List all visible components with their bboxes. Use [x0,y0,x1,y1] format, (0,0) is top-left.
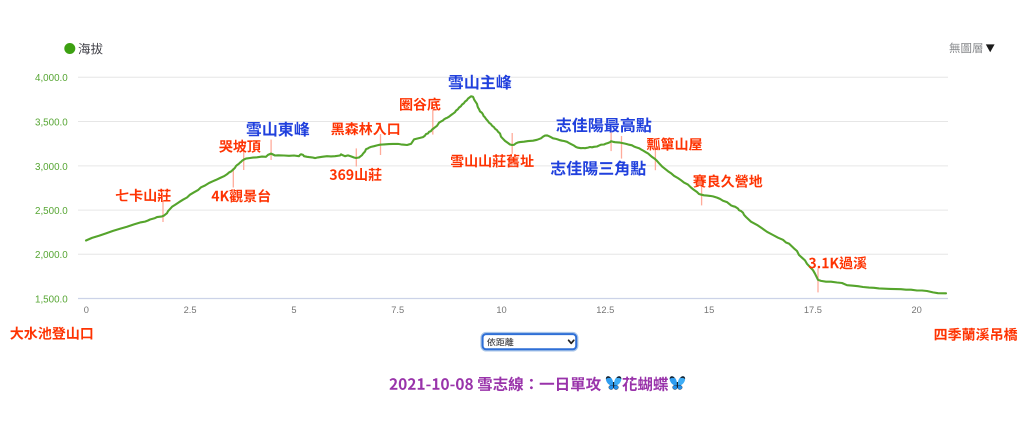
svg-text:2,000.0: 2,000.0 [35,250,68,261]
svg-text:5: 5 [291,305,296,315]
svg-text:15: 15 [704,305,714,315]
svg-text:2.5: 2.5 [184,305,197,315]
svg-text:12.5: 12.5 [596,305,614,315]
svg-text:7.5: 7.5 [391,305,404,315]
svg-text:0: 0 [84,305,89,315]
svg-text:3,500.0: 3,500.0 [35,117,68,128]
svg-text:2,500.0: 2,500.0 [35,206,68,217]
svg-text:1,500.0: 1,500.0 [35,294,68,305]
svg-text:4,000.0: 4,000.0 [35,73,68,84]
svg-text:10: 10 [496,305,506,315]
svg-text:20: 20 [912,305,922,315]
svg-text:3,000.0: 3,000.0 [35,162,68,173]
svg-text:17.5: 17.5 [804,305,822,315]
